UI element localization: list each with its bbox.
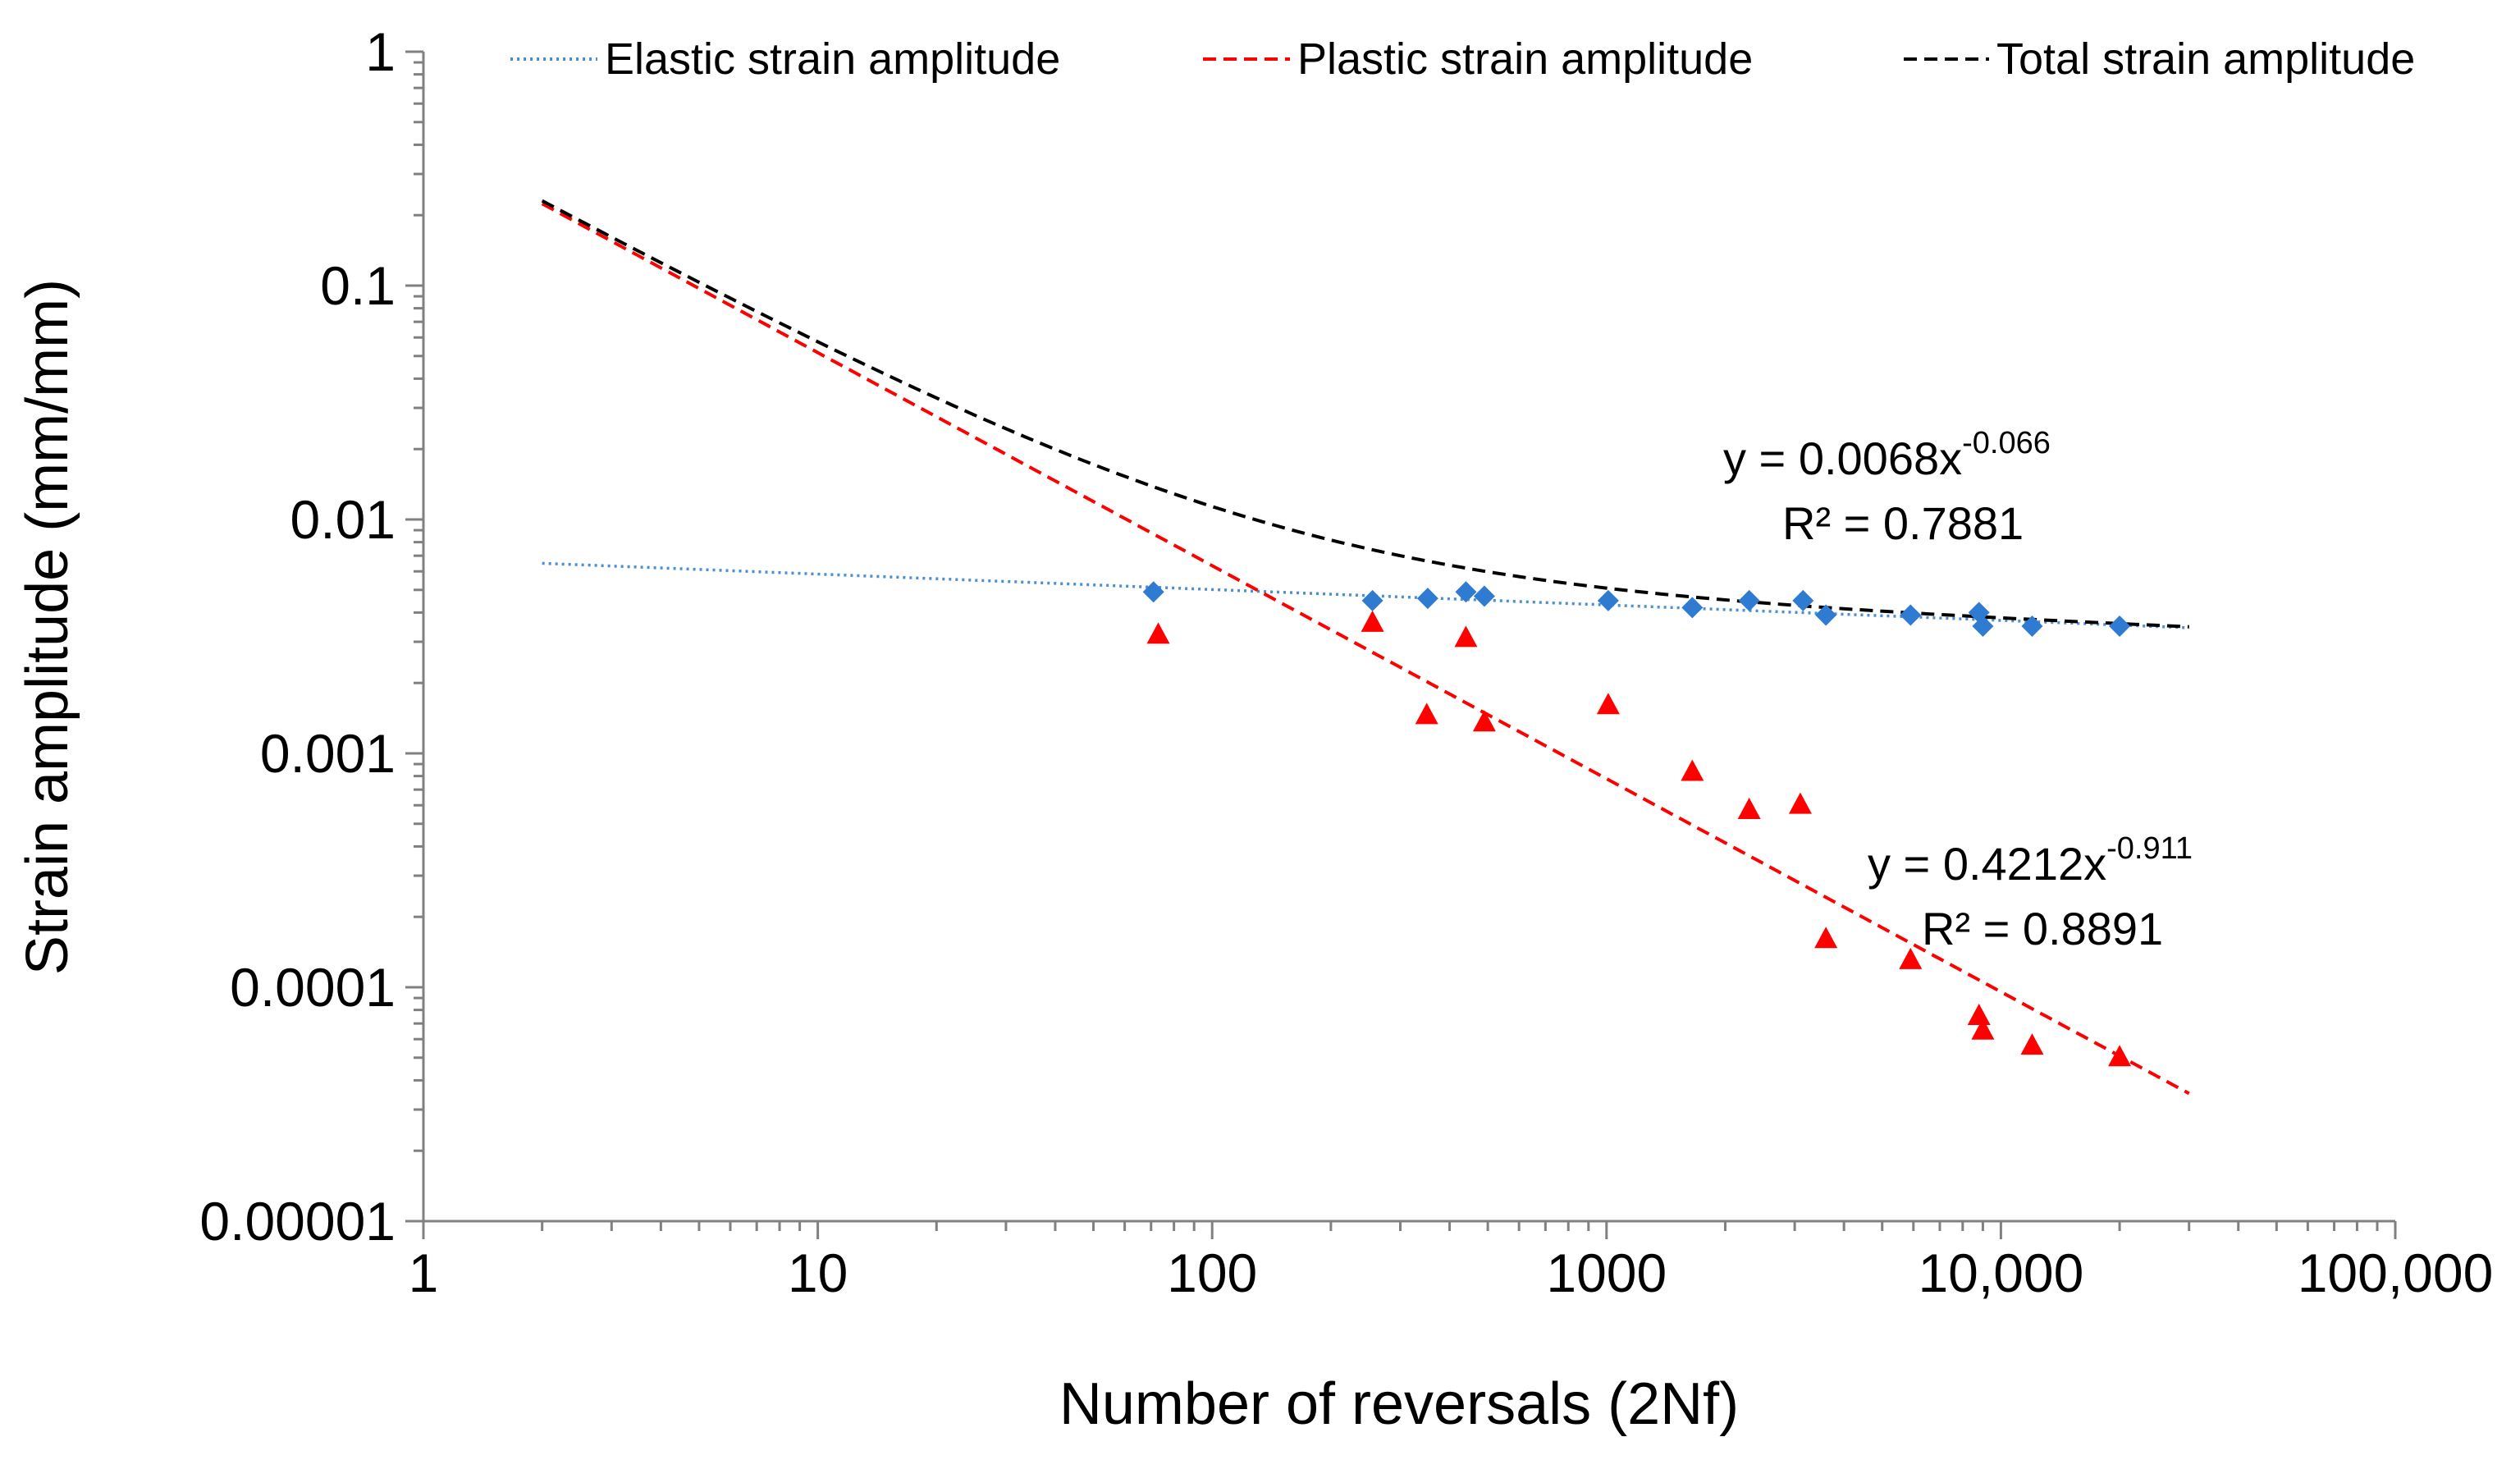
y-tick-label: 0.01 — [290, 489, 396, 550]
x-tick-label: 10,000 — [1918, 1242, 2083, 1303]
elastic-data-point — [1142, 581, 1164, 603]
plastic-data-point — [1146, 622, 1170, 644]
elastic-data-point — [1597, 589, 1619, 611]
x-tick-label: 10 — [788, 1242, 848, 1303]
elastic-data-point — [1972, 615, 1994, 637]
legend-label-total: Total strain amplitude — [1996, 34, 2415, 84]
y-tick-label: 1 — [365, 21, 396, 82]
y-tick-label: 0.001 — [260, 723, 396, 784]
y-tick-label: 0.0001 — [230, 957, 396, 1018]
elastic-data-point — [1792, 589, 1814, 611]
elastic-fit-annotation: y = 0.0068x-0.066 R² = 0.7881 — [1723, 426, 2051, 549]
y-tick-label: 0.1 — [320, 255, 396, 316]
plastic-data-point — [1814, 927, 1838, 949]
plastic-data-point — [1971, 1018, 1995, 1040]
elastic-data-point — [2021, 615, 2043, 637]
elastic-fit-r2: R² = 0.7881 — [1782, 497, 2024, 549]
plastic-data-point — [1361, 610, 1384, 632]
legend-label-elastic: Elastic strain amplitude — [605, 34, 1060, 84]
plastic-data-point — [1596, 693, 1620, 715]
legend: Elastic strain amplitude Plastic strain … — [510, 34, 2415, 84]
elastic-data-point — [1681, 597, 1704, 619]
axes-layer — [405, 50, 2397, 1239]
plastic-data-point — [2020, 1033, 2044, 1055]
elastic-data-point — [1815, 604, 1837, 626]
tick-labels: 1 10 100 1000 10,000 100,000 1 0.1 0.01 0.001 0.00… — [199, 21, 2493, 1303]
plastic-data-point — [1415, 702, 1438, 725]
plastic-data-point — [1899, 947, 1923, 969]
x-axis-title: Number of reversals (2Nf) — [1059, 1371, 1739, 1437]
plastic-data-point — [1967, 1004, 1991, 1026]
elastic-fit-line — [542, 561, 2189, 629]
elastic-fit-equation: y = 0.0068x-0.066 — [1723, 426, 2051, 484]
plastic-fit-r2: R² = 0.8891 — [1922, 903, 2163, 954]
y-tick-label: 0.00001 — [199, 1191, 396, 1252]
y-axis-title: Strain amplitude (mm/mm) — [15, 279, 80, 975]
elastic-data-point — [1361, 589, 1383, 611]
elastic-data-point — [2109, 615, 2131, 637]
plastic-fit-line — [541, 202, 2190, 1096]
elastic-data-point — [1416, 588, 1438, 610]
x-tick-label: 100,000 — [2298, 1242, 2494, 1303]
x-tick-label: 1 — [409, 1242, 439, 1303]
plastic-fit-equation: y = 0.4212x-0.911 — [1868, 831, 2193, 890]
x-tick-label: 100 — [1167, 1242, 1257, 1303]
legend-label-plastic: Plastic strain amplitude — [1297, 34, 1753, 84]
plastic-fit-annotation: y = 0.4212x-0.911 R² = 0.8891 — [1868, 831, 2193, 954]
total-fit-line — [541, 199, 2189, 629]
fit-lines — [541, 199, 2190, 1096]
x-tick-label: 1000 — [1546, 1242, 1667, 1303]
elastic-data-point — [1455, 581, 1477, 603]
plastic-data-point — [1737, 797, 1761, 819]
plastic-data-point — [1472, 710, 1496, 732]
plastic-data-point — [1788, 792, 1812, 814]
elastic-data-point — [1738, 589, 1760, 611]
plastic-data-point — [1681, 759, 1704, 781]
elastic-data-point — [1473, 585, 1495, 607]
plastic-data-point — [1454, 625, 1478, 648]
elastic-data-point — [1900, 604, 1922, 626]
plastic-data-point — [2108, 1045, 2132, 1067]
data-points — [1142, 581, 2132, 1067]
